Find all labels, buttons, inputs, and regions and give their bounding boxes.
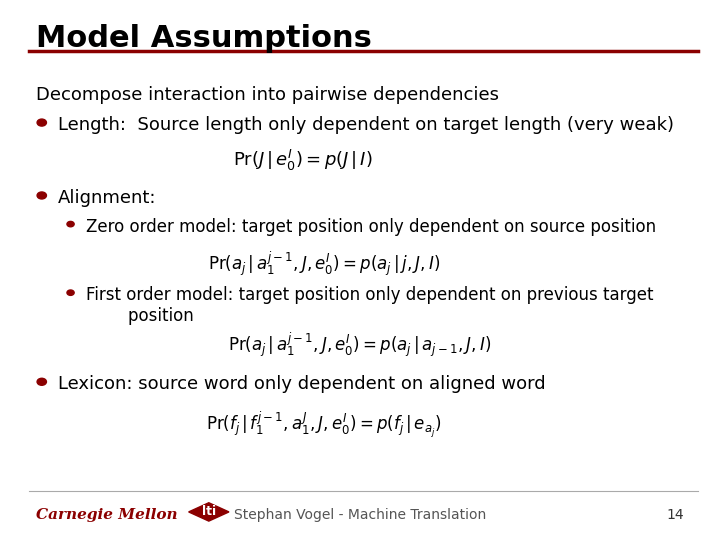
Circle shape: [67, 221, 74, 227]
Circle shape: [67, 290, 74, 295]
Text: Zero order model: target position only dependent on source position: Zero order model: target position only d…: [86, 218, 657, 235]
Text: Alignment:: Alignment:: [58, 189, 156, 207]
Circle shape: [37, 378, 47, 386]
Text: Model Assumptions: Model Assumptions: [36, 24, 372, 53]
Text: Carnegie Mellon: Carnegie Mellon: [36, 508, 178, 522]
Text: Decompose interaction into pairwise dependencies: Decompose interaction into pairwise depe…: [36, 86, 499, 104]
Text: $\mathrm{Pr}(f_j\,|\,f_1^{j-1},a_1^J,J,e_0^I) = p(f_j\,|\,e_{a_j})$: $\mathrm{Pr}(f_j\,|\,f_1^{j-1},a_1^J,J,e…: [207, 409, 441, 440]
Text: $\mathrm{Pr}(a_j\,|\,a_1^{j-1},J,e_0^I) = p(a_j\,|\,j,J,I)$: $\mathrm{Pr}(a_j\,|\,a_1^{j-1},J,e_0^I) …: [208, 249, 440, 279]
Polygon shape: [189, 503, 229, 521]
Text: Lexicon: source word only dependent on aligned word: Lexicon: source word only dependent on a…: [58, 375, 545, 393]
Circle shape: [37, 119, 47, 126]
Text: First order model: target position only dependent on previous target
        pos: First order model: target position only …: [86, 286, 654, 325]
Text: $\mathrm{Pr}(J\,|\,e_0^I) = p(J\,|\,I)$: $\mathrm{Pr}(J\,|\,e_0^I) = p(J\,|\,I)$: [233, 148, 372, 173]
Text: $\mathrm{Pr}(a_j\,|\,a_1^{j-1},J,e_0^I) = p(a_j\,|\,a_{j-1},J,I)$: $\mathrm{Pr}(a_j\,|\,a_1^{j-1},J,e_0^I) …: [228, 330, 492, 360]
Circle shape: [37, 192, 47, 199]
Text: 14: 14: [667, 508, 684, 522]
Text: lti: lti: [202, 505, 216, 518]
Text: Stephan Vogel - Machine Translation: Stephan Vogel - Machine Translation: [234, 508, 486, 522]
Text: Length:  Source length only dependent on target length (very weak): Length: Source length only dependent on …: [58, 116, 674, 134]
